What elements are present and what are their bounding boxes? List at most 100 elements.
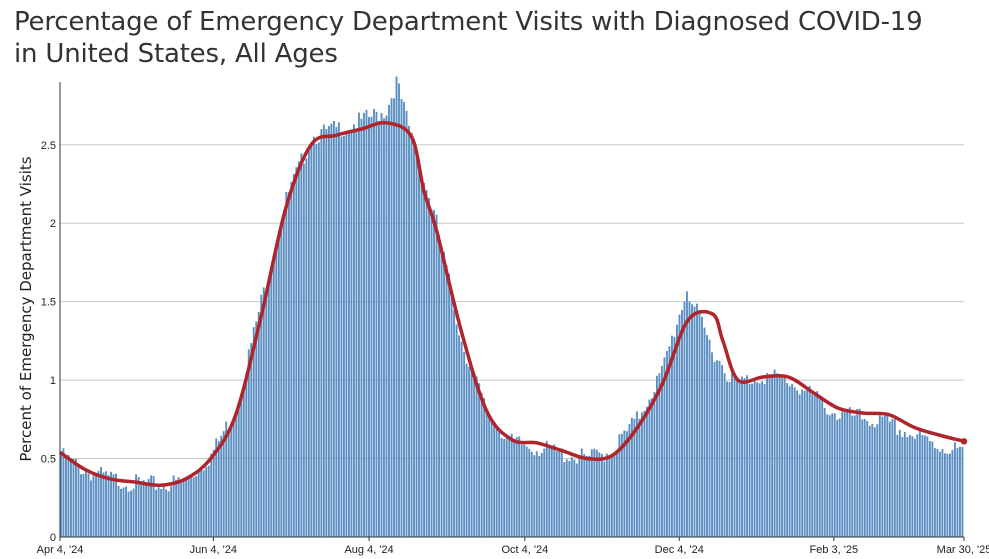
data-bar [242, 385, 245, 537]
data-bar [673, 336, 676, 537]
data-bar [781, 376, 784, 537]
data-bar [458, 335, 461, 537]
data-bar [468, 366, 471, 537]
data-bar [758, 383, 761, 537]
data-bar [916, 434, 919, 537]
data-bar [117, 485, 120, 537]
data-bar [605, 453, 608, 537]
data-bar [575, 463, 578, 537]
data-bar [488, 417, 491, 537]
chart-title-line-2: in United States, All Ages [14, 39, 338, 69]
data-bar [743, 378, 746, 537]
data-bar [483, 398, 486, 537]
data-bar [230, 423, 233, 537]
data-bar [658, 373, 661, 537]
data-bar [363, 112, 365, 537]
data-bar [200, 470, 203, 537]
data-bar [888, 421, 891, 537]
data-bar [92, 473, 95, 537]
data-bar [185, 477, 188, 537]
data-bar [443, 251, 446, 537]
data-bar [450, 294, 453, 537]
data-bar [115, 473, 117, 537]
data-bar [891, 419, 894, 537]
data-bar [485, 411, 488, 537]
data-bar [272, 256, 275, 537]
data-bar [150, 475, 153, 537]
data-bar [147, 479, 150, 537]
data-bar [267, 277, 270, 537]
data-bar [317, 142, 320, 538]
data-bar [297, 161, 300, 537]
data-bar [368, 116, 370, 538]
data-bar [197, 469, 200, 537]
x-tick-label: Apr 4, '24 [37, 544, 84, 556]
data-bar [235, 414, 238, 537]
data-bar [465, 363, 468, 537]
data-bar [217, 441, 220, 537]
data-bar [826, 414, 829, 537]
y-tick-label: 2 [50, 218, 56, 230]
data-bar [145, 482, 148, 537]
data-bar [625, 431, 628, 537]
data-bar [533, 455, 536, 537]
chart-title: Percentage of Emergency Department Visit… [14, 6, 984, 70]
data-bar [292, 173, 295, 537]
data-bar [708, 339, 711, 537]
data-bar [433, 210, 436, 538]
data-bar [713, 361, 716, 537]
data-bar [152, 476, 155, 537]
data-bar [573, 459, 576, 537]
data-bar [473, 371, 476, 537]
data-bar [640, 412, 643, 537]
data-bar [202, 470, 205, 537]
data-bar [503, 439, 506, 537]
data-bar [645, 406, 648, 537]
data-bar [951, 449, 954, 537]
data-bar [540, 452, 543, 537]
data-bar [841, 411, 844, 537]
data-bar [97, 470, 100, 537]
data-bar [345, 130, 348, 537]
data-bar [498, 430, 501, 537]
data-bar [87, 473, 90, 537]
data-bar [791, 384, 794, 537]
data-bar [638, 418, 641, 537]
x-tick-label: Feb 3, '25 [810, 544, 859, 556]
data-bar [676, 324, 678, 537]
data-bar [681, 310, 683, 537]
data-bar [941, 448, 944, 537]
data-bar [528, 448, 531, 537]
data-bar [946, 453, 949, 537]
data-bar [513, 438, 516, 537]
data-bar [706, 335, 708, 537]
data-bar [405, 110, 408, 537]
data-bar [931, 441, 934, 537]
y-tick-label: 1 [50, 375, 56, 387]
data-bar [508, 436, 511, 537]
data-bar [195, 476, 198, 537]
data-bar [205, 466, 208, 537]
data-bar [911, 436, 914, 537]
data-bar [933, 448, 936, 537]
data-bar [315, 144, 318, 537]
data-bar [828, 415, 831, 537]
data-bar [160, 489, 163, 537]
data-bar [866, 421, 869, 537]
data-bar [628, 424, 631, 537]
data-bar [215, 438, 218, 537]
data-bar [413, 147, 415, 538]
data-bar [956, 447, 959, 537]
data-bar [72, 458, 75, 537]
data-bar [232, 419, 235, 537]
data-bar [753, 379, 756, 537]
data-bar [305, 158, 308, 537]
data-bar [335, 127, 338, 538]
data-bar [300, 153, 303, 537]
data-bar [766, 373, 769, 537]
data-bar [480, 392, 483, 537]
data-bar [563, 462, 566, 537]
data-bar [738, 380, 741, 537]
data-bar [686, 291, 688, 537]
